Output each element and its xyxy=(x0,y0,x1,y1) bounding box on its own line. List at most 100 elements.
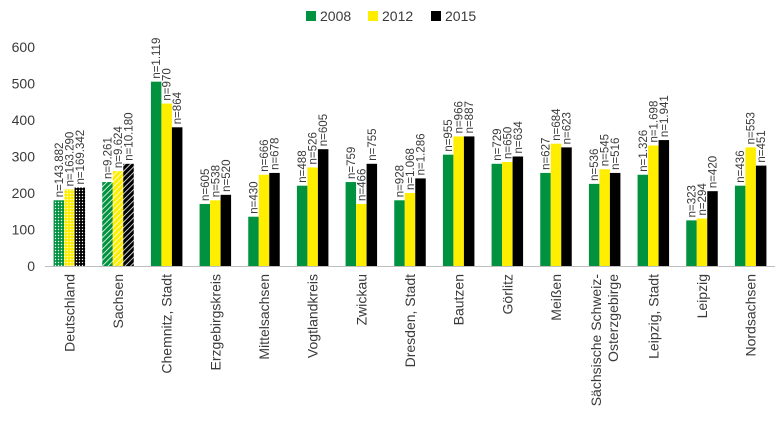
bar-2008 xyxy=(53,200,65,266)
n-label: n=545 xyxy=(600,134,612,166)
category-label: Chemnitz, Stadt xyxy=(159,274,175,374)
n-label: n=684 xyxy=(551,108,563,141)
n-label: n=605 xyxy=(200,169,212,201)
bar-2008 xyxy=(686,220,697,266)
n-label: n=169.342 xyxy=(75,130,87,185)
n-label: n=466 xyxy=(356,169,368,201)
bar-2012 xyxy=(745,147,756,266)
n-label: n=516 xyxy=(610,138,622,170)
y-axis: 0 100 200 300 400 500 600 xyxy=(12,39,36,274)
y-tick-label: 500 xyxy=(12,76,36,92)
bar-2015 xyxy=(269,172,280,266)
bar-2012 xyxy=(404,193,416,266)
category-label: Osterzgebirge xyxy=(605,274,621,362)
bar-2015 xyxy=(171,127,183,266)
n-label: n=9.624 xyxy=(113,126,125,168)
n-label: n=1.941 xyxy=(659,95,671,137)
bar-2015 xyxy=(123,163,134,266)
n-label: n=755 xyxy=(367,128,379,160)
n-label: n=864 xyxy=(172,91,184,124)
bar-2015 xyxy=(755,165,767,266)
n-label: n=294 xyxy=(697,183,709,216)
n-label: n=420 xyxy=(708,156,720,188)
n-label: n=1.326 xyxy=(638,130,650,172)
n-label: n=887 xyxy=(464,101,476,133)
bar-2015 xyxy=(561,147,572,266)
n-label: n=553 xyxy=(746,112,758,144)
category-label: Deutschland xyxy=(61,274,77,352)
n-label: n=1.698 xyxy=(648,101,660,143)
n-label: n=9.261 xyxy=(103,137,115,179)
category-label: Sächsische Schweiz- xyxy=(588,274,604,407)
bars xyxy=(53,81,767,266)
x-axis: Deutschland Sachsen Chemnitz, Stadt Erzgebi… xyxy=(45,266,775,407)
y-tick-label: 200 xyxy=(12,185,36,201)
bar-2008 xyxy=(540,172,551,266)
n-label: n=536 xyxy=(589,149,601,181)
category-label: Vogtlandkreis xyxy=(305,274,321,358)
bar-2012 xyxy=(161,103,172,266)
legend-label: 2012 xyxy=(382,8,413,24)
n-label: n=966 xyxy=(454,101,466,133)
bar-2012 xyxy=(696,218,708,266)
n-label: n=1.068 xyxy=(405,148,417,190)
n-label: n=623 xyxy=(562,112,574,144)
n-label: n=627 xyxy=(541,138,553,170)
legend-swatch-2008 xyxy=(306,11,316,21)
category-label: Dresden, Stadt xyxy=(402,274,418,367)
category-label: Leipzig, Stadt xyxy=(645,274,661,359)
n-label: n=678 xyxy=(270,138,282,170)
legend-swatch-2015 xyxy=(431,11,441,21)
category-label: Görlitz xyxy=(499,274,515,314)
bar-2015 xyxy=(317,149,329,266)
n-label: n=10.180 xyxy=(124,113,136,161)
category-label: Nordsachsen xyxy=(743,274,759,357)
n-label: n=163.290 xyxy=(64,132,76,187)
bar-2012 xyxy=(112,171,124,266)
bar-2012 xyxy=(307,167,318,266)
n-label: n=526 xyxy=(308,132,320,164)
n-label: n=605 xyxy=(318,114,330,146)
bar-2012 xyxy=(64,189,75,266)
n-label: n=666 xyxy=(259,139,271,171)
category-label: Leipzig xyxy=(694,274,710,318)
n-label: n=928 xyxy=(395,165,407,197)
bar-2012 xyxy=(599,169,610,266)
bar-2008 xyxy=(637,174,649,266)
bar-2012 xyxy=(648,145,659,266)
bar-2012 xyxy=(550,143,562,266)
bar-2015 xyxy=(463,136,475,266)
n-label: n=538 xyxy=(210,165,222,197)
n-label: n=143.882 xyxy=(54,143,66,198)
category-label: Bautzen xyxy=(451,274,467,325)
n-label: n=488 xyxy=(297,150,309,182)
n-label: n=634 xyxy=(513,121,525,154)
n-label: n=436 xyxy=(735,150,747,182)
n-label: n=323 xyxy=(687,185,699,217)
bar-2015 xyxy=(366,163,378,266)
bar-2008 xyxy=(248,216,259,266)
bar-2008 xyxy=(102,182,113,266)
n-label: n=430 xyxy=(249,181,261,213)
n-label: n=1.119 xyxy=(151,38,163,79)
legend-label: 2008 xyxy=(320,8,351,24)
bar-2012 xyxy=(502,161,513,266)
bar-2012 xyxy=(356,203,367,266)
bar-2008 xyxy=(734,185,746,266)
bar-2008 xyxy=(345,182,357,266)
category-label: Zwickau xyxy=(353,274,369,325)
bar-2008 xyxy=(588,183,600,266)
bar-2008 xyxy=(296,185,308,266)
y-tick-label: 400 xyxy=(12,112,36,128)
bar-2015 xyxy=(609,172,621,266)
n-label: n=759 xyxy=(346,147,358,179)
bar-2015 xyxy=(658,140,670,266)
n-label: n=955 xyxy=(443,119,455,151)
bar-2015 xyxy=(74,187,86,266)
bar-2008 xyxy=(491,163,503,266)
category-label: Mittelsachsen xyxy=(256,274,272,360)
bar-2015 xyxy=(220,194,232,266)
bar-2015 xyxy=(707,191,718,266)
category-label: Erzgebirgskreis xyxy=(207,274,223,370)
